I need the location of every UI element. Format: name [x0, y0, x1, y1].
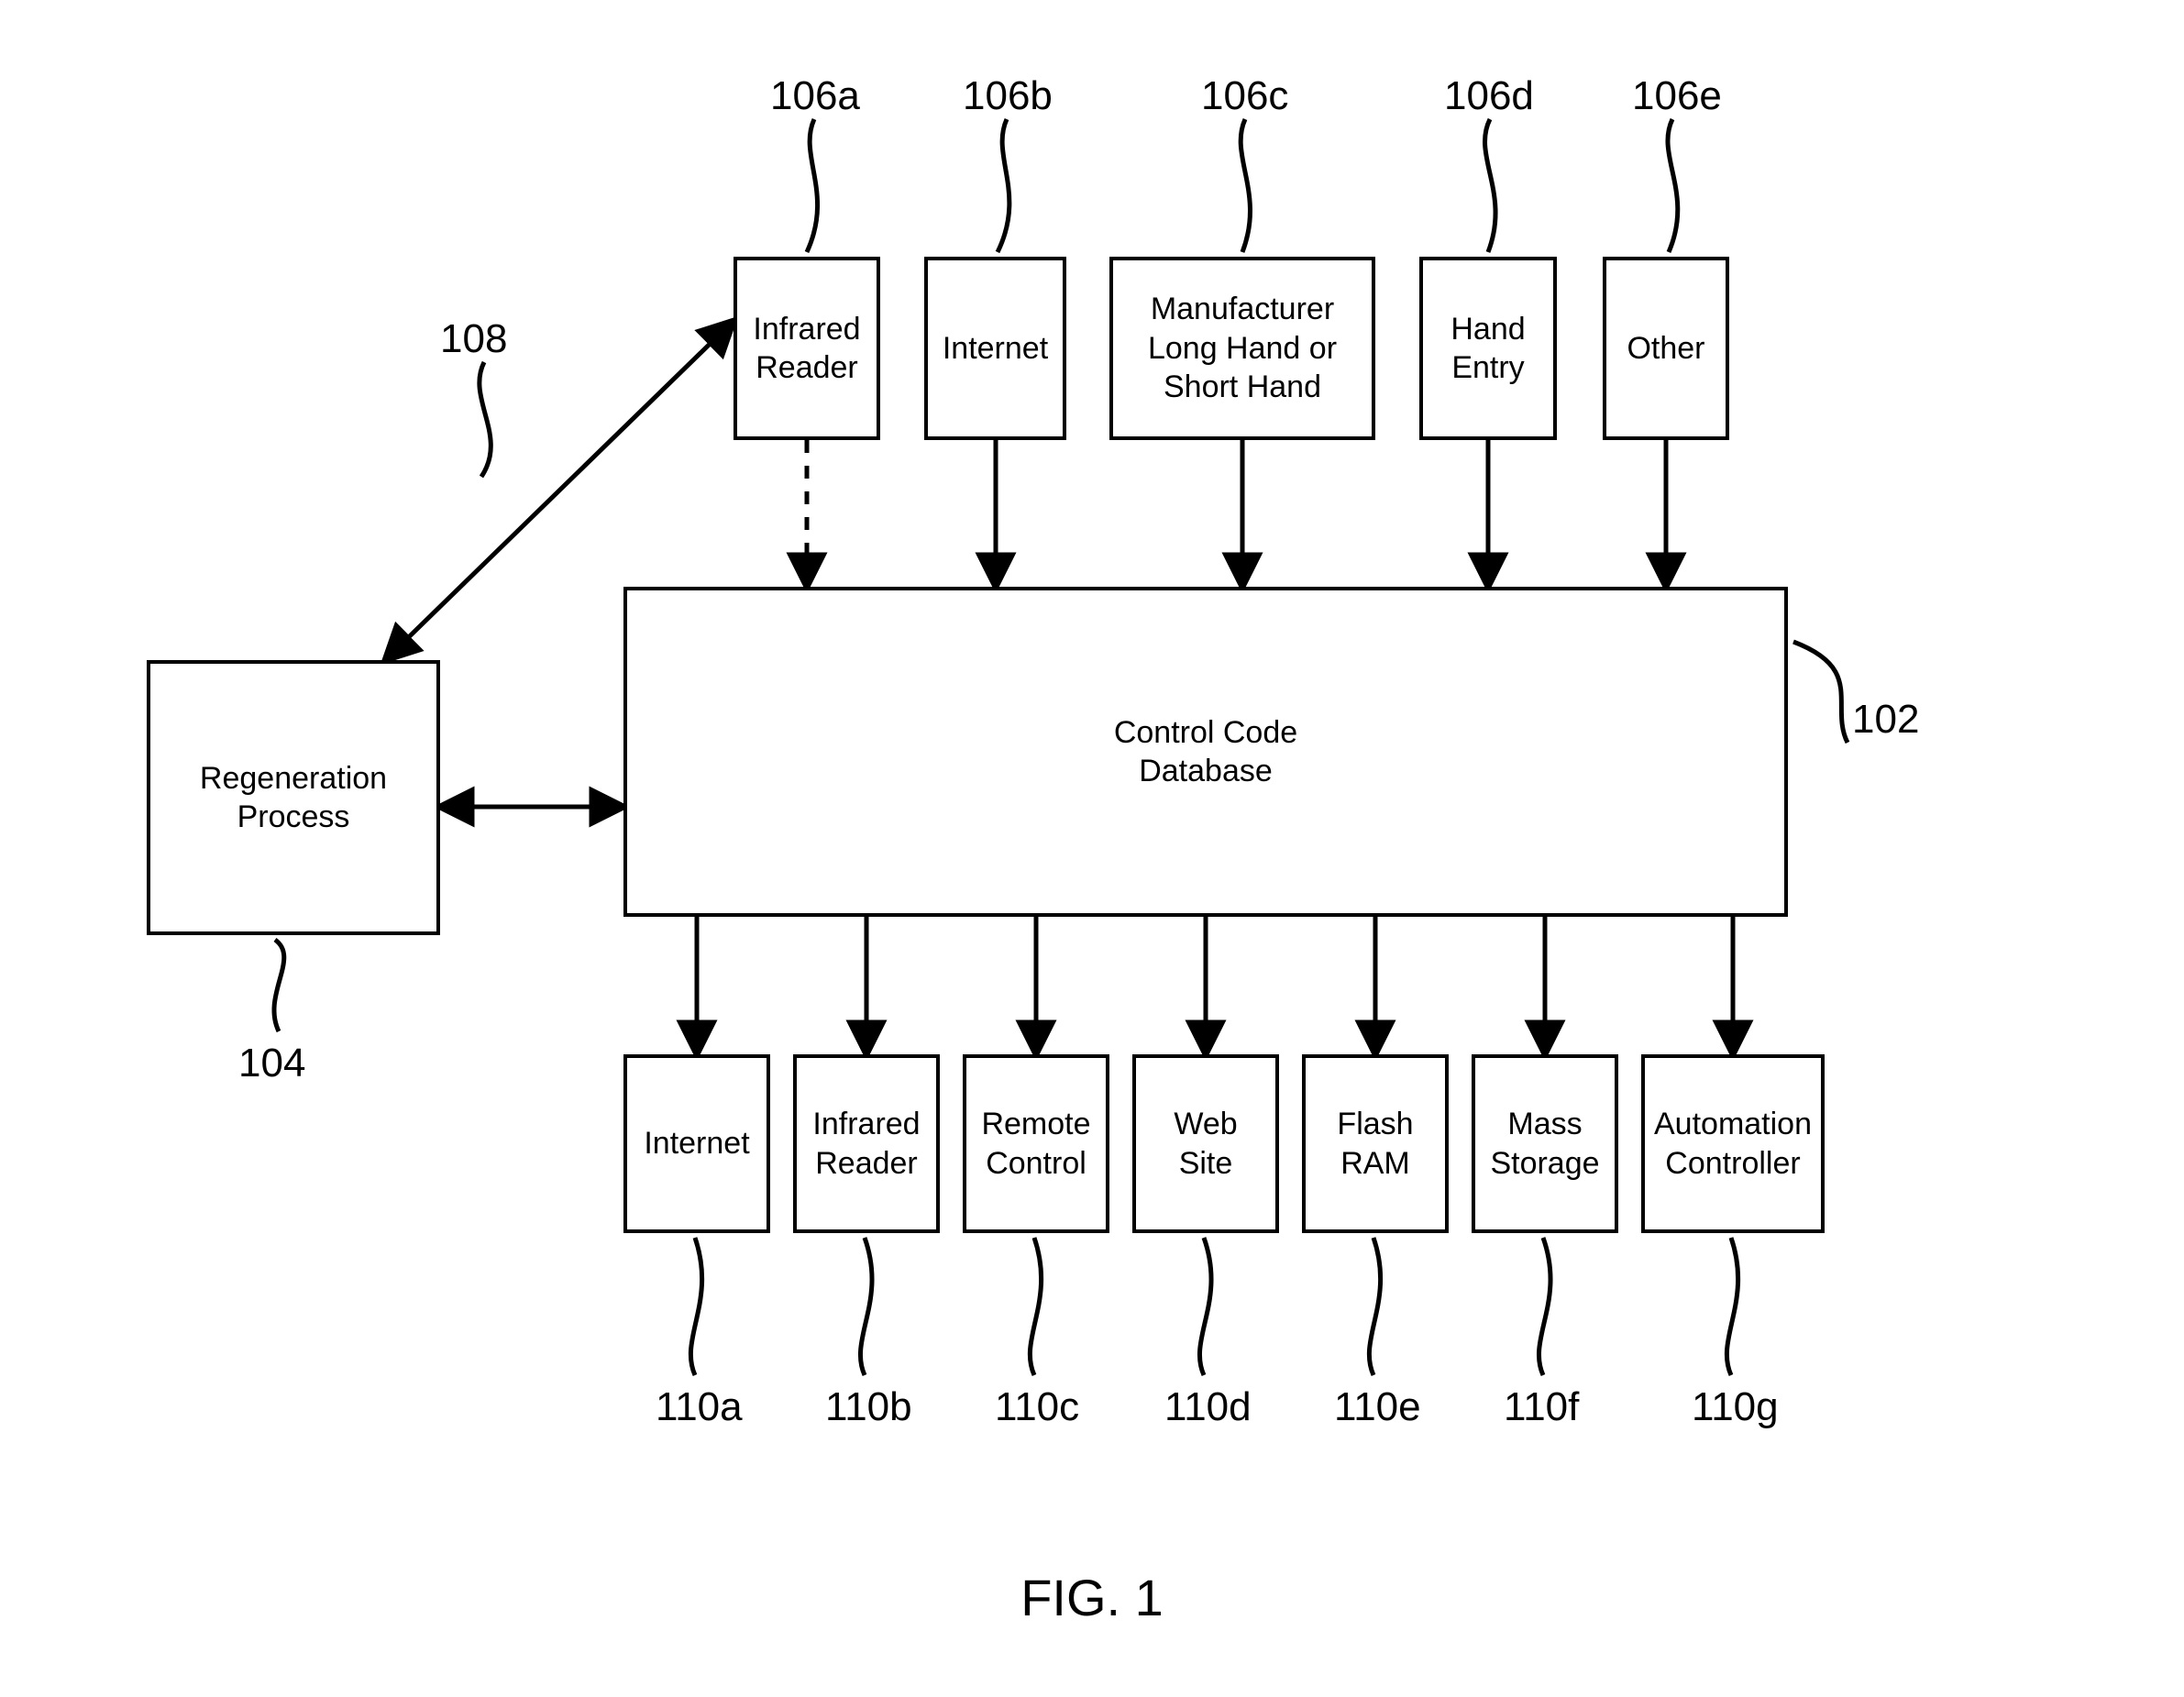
box-label: InfraredReader: [753, 310, 860, 388]
box-label: Internet: [644, 1124, 749, 1163]
box-other: Other: [1603, 257, 1729, 440]
box-automation-controller: AutomationController: [1641, 1054, 1825, 1233]
box-web-site: WebSite: [1132, 1054, 1279, 1233]
ref-110f: 110f: [1504, 1384, 1579, 1430]
ref-106e: 106e: [1632, 73, 1722, 119]
box-remote-control: RemoteControl: [963, 1054, 1109, 1233]
box-label: ManufacturerLong Hand orShort Hand: [1148, 290, 1337, 407]
ref-106d: 106d: [1444, 73, 1534, 119]
box-internet-top: Internet: [924, 257, 1066, 440]
ref-108: 108: [440, 316, 507, 362]
box-label: AutomationController: [1654, 1105, 1812, 1183]
box-internet-bottom: Internet: [623, 1054, 770, 1233]
box-label: RemoteControl: [981, 1105, 1090, 1183]
box-infrared-reader-top: InfraredReader: [734, 257, 880, 440]
box-label: InfraredReader: [812, 1105, 920, 1183]
box-label: RegenerationProcess: [200, 759, 387, 837]
box-manufacturer: ManufacturerLong Hand orShort Hand: [1109, 257, 1375, 440]
box-infrared-reader-bottom: InfraredReader: [793, 1054, 940, 1233]
ref-104: 104: [238, 1041, 305, 1086]
ref-106b: 106b: [963, 73, 1053, 119]
ref-110g: 110g: [1692, 1384, 1779, 1430]
box-label: FlashRAM: [1337, 1105, 1413, 1183]
box-control-code-database: Control CodeDatabase: [623, 587, 1788, 917]
ref-106a: 106a: [770, 73, 860, 119]
figure-title: FIG. 1: [0, 1568, 2184, 1627]
box-label: HandEntry: [1450, 310, 1525, 388]
diagram-canvas: InfraredReader Internet ManufacturerLong…: [0, 0, 2184, 1697]
box-label: Control CodeDatabase: [1114, 713, 1297, 791]
ref-110d: 110d: [1164, 1384, 1252, 1430]
box-label: Other: [1627, 329, 1704, 369]
ref-110a: 110a: [656, 1384, 743, 1430]
box-label: WebSite: [1174, 1105, 1237, 1183]
box-regeneration-process: RegenerationProcess: [147, 660, 440, 935]
ref-110c: 110c: [995, 1384, 1079, 1430]
box-label: MassStorage: [1490, 1105, 1599, 1183]
box-flash-ram: FlashRAM: [1302, 1054, 1449, 1233]
ref-106c: 106c: [1201, 73, 1288, 119]
ref-110e: 110e: [1334, 1384, 1421, 1430]
box-hand-entry: HandEntry: [1419, 257, 1557, 440]
box-mass-storage: MassStorage: [1472, 1054, 1618, 1233]
ref-110b: 110b: [825, 1384, 912, 1430]
box-label: Internet: [943, 329, 1048, 369]
ref-102: 102: [1852, 697, 1919, 743]
